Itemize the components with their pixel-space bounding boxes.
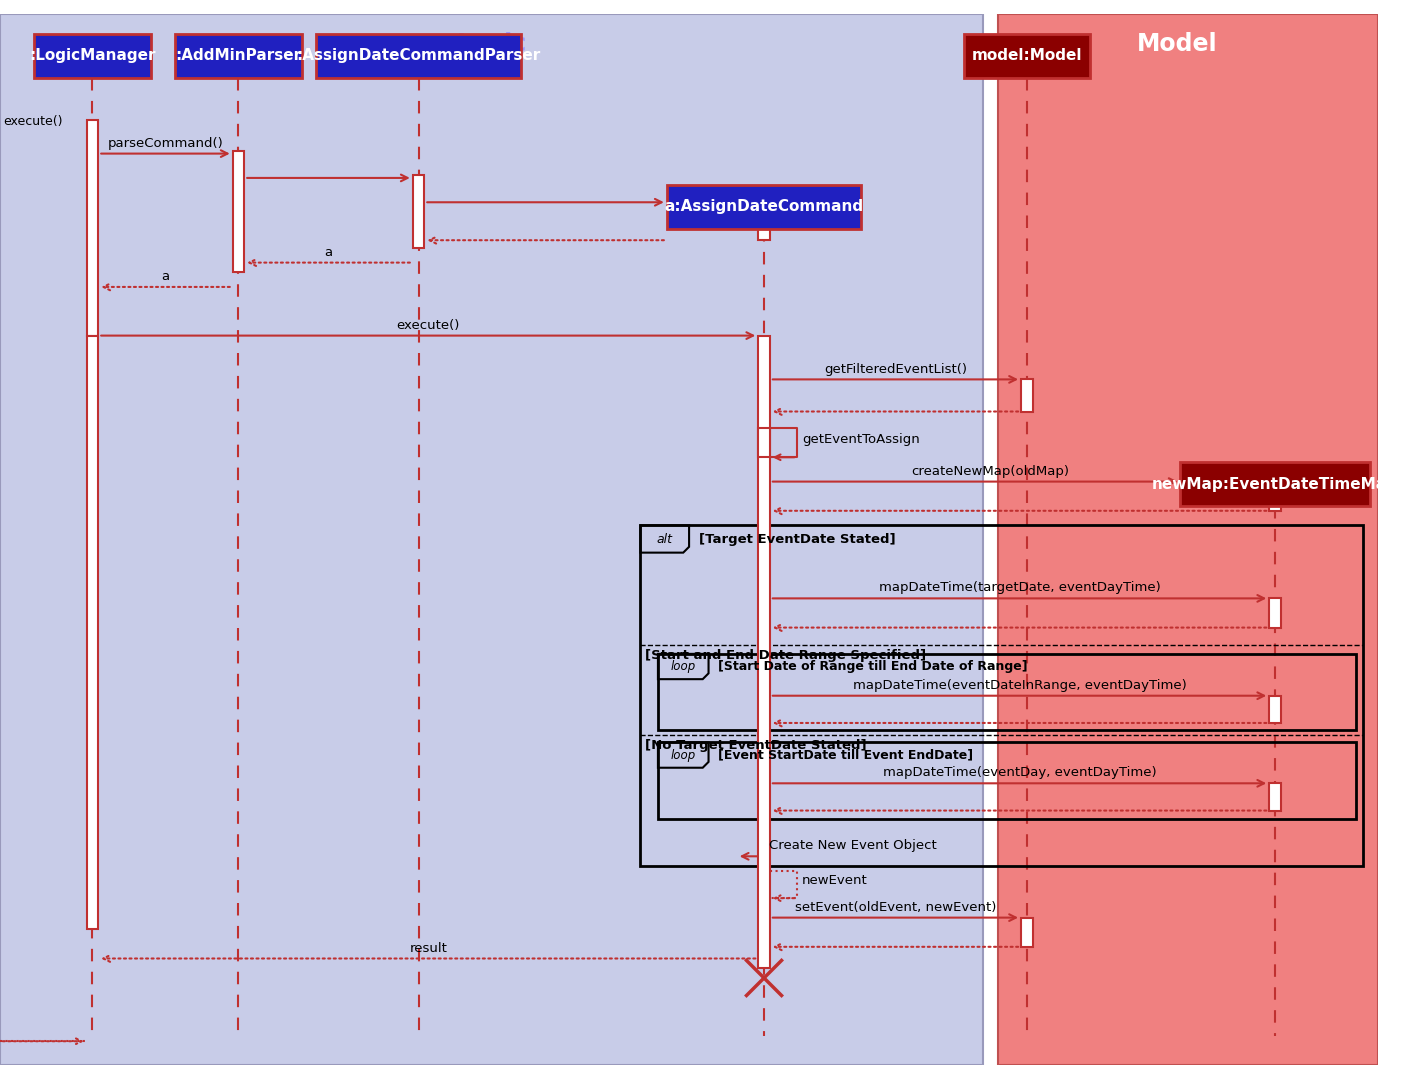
Bar: [667, 185, 861, 229]
Text: loop: loop: [671, 749, 695, 762]
Bar: [176, 33, 302, 78]
Bar: [758, 336, 770, 968]
Text: Model: Model: [1137, 32, 1218, 56]
Text: model:Model: model:Model: [971, 49, 1082, 64]
Bar: [1269, 696, 1281, 723]
Text: [Start Date of Range till End Date of Range]: [Start Date of Range till End Date of Ra…: [718, 660, 1028, 673]
Text: mapDateTime(targetDate, eventDayTime): mapDateTime(targetDate, eventDayTime): [879, 582, 1160, 595]
Text: [No Target EventDate Stated]: [No Target EventDate Stated]: [646, 738, 867, 752]
Text: loop: loop: [671, 660, 695, 673]
Bar: [658, 742, 1355, 819]
Text: [Start and End Date Range Specified]: [Start and End Date Range Specified]: [646, 648, 926, 663]
Bar: [0, 14, 983, 1065]
Text: [Event StartDate till Event EndDate]: [Event StartDate till Event EndDate]: [718, 749, 973, 762]
Text: getEventToAssign: getEventToAssign: [801, 433, 920, 446]
Bar: [640, 525, 1362, 866]
Text: Logic: Logic: [456, 32, 527, 56]
Text: :LogicManager: :LogicManager: [30, 49, 156, 64]
Text: [Target EventDate Stated]: [Target EventDate Stated]: [700, 533, 895, 546]
Bar: [1021, 380, 1032, 411]
Text: getFilteredEventList(): getFilteredEventList(): [824, 363, 967, 375]
Bar: [316, 33, 521, 78]
Text: alt: alt: [657, 533, 673, 546]
Text: execute(): execute(): [396, 318, 460, 331]
Bar: [1021, 917, 1032, 946]
Text: a: a: [161, 270, 170, 283]
Text: newEvent: newEvent: [801, 874, 868, 887]
Text: mapDateTime(eventDateInRange, eventDayTime): mapDateTime(eventDateInRange, eventDayTi…: [852, 679, 1187, 692]
Text: execute(): execute(): [3, 114, 62, 127]
Bar: [34, 33, 152, 78]
Text: newMap:EventDateTimeMap: newMap:EventDateTimeMap: [1153, 477, 1398, 492]
Bar: [1269, 783, 1281, 810]
Text: mapDateTime(eventDay, eventDayTime): mapDateTime(eventDay, eventDayTime): [882, 766, 1157, 779]
Bar: [1180, 462, 1369, 506]
Bar: [86, 336, 98, 929]
Text: createNewMap(oldMap): createNewMap(oldMap): [912, 465, 1069, 478]
Bar: [1269, 506, 1281, 510]
Text: a: a: [324, 246, 333, 259]
Bar: [758, 428, 770, 457]
Bar: [1269, 599, 1281, 628]
Bar: [758, 229, 770, 241]
Text: a:AssignDateCommand: a:AssignDateCommand: [664, 200, 864, 214]
Bar: [658, 654, 1355, 729]
Text: :AssignDateCommandParser: :AssignDateCommandParser: [296, 49, 541, 64]
Bar: [998, 14, 1378, 1065]
Text: parseCommand(): parseCommand(): [108, 137, 224, 150]
Text: :AddMinParser: :AddMinParser: [176, 49, 302, 64]
Bar: [963, 33, 1090, 78]
Bar: [232, 151, 245, 272]
Text: result: result: [409, 942, 447, 955]
Text: Create New Event Object: Create New Event Object: [769, 839, 936, 852]
Bar: [412, 175, 425, 248]
Text: setEvent(oldEvent, newEvent): setEvent(oldEvent, newEvent): [794, 901, 995, 914]
Bar: [86, 120, 98, 336]
